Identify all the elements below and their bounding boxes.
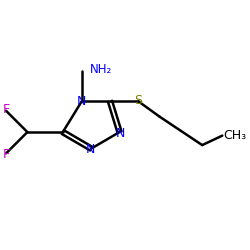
Text: NH₂: NH₂ — [90, 63, 112, 76]
Text: F: F — [2, 148, 10, 161]
Text: F: F — [2, 103, 10, 116]
Text: S: S — [134, 94, 142, 107]
Text: N: N — [116, 127, 126, 140]
Text: N: N — [77, 95, 86, 108]
Text: CH₃: CH₃ — [224, 129, 246, 142]
Text: N: N — [85, 143, 95, 156]
